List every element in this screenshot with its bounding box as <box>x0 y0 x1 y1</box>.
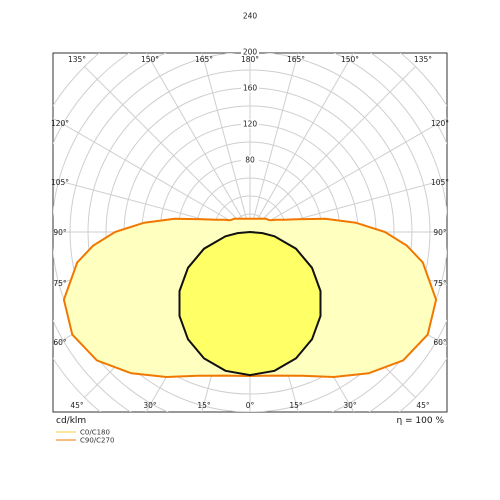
radial-tick-label: 80 <box>245 156 255 165</box>
radial-tick-labels: 80 120 160 200 240 <box>241 11 259 165</box>
legend-label-c90-c270: C90/C270 <box>80 437 114 445</box>
angle-tick-label: 30° <box>143 401 157 410</box>
angle-tick-label: 150° <box>341 55 359 64</box>
grid-spoke <box>201 53 251 233</box>
radial-tick-label-bg <box>241 155 259 165</box>
angle-tick-label: 75° <box>53 279 67 288</box>
radial-tick-label-bg <box>241 47 259 57</box>
series-c0-c180-area <box>179 232 321 376</box>
angle-tick-label: 45° <box>70 401 84 410</box>
angle-tick-label: 120° <box>51 119 69 128</box>
radial-tick-label-bg <box>241 119 259 129</box>
angle-tick-label: 105° <box>51 178 69 187</box>
angle-tick-label: 60° <box>433 338 447 347</box>
legend-label-c0-c180: C0/C180 <box>80 429 110 437</box>
series-c90-c270-line <box>62 217 438 379</box>
radial-tick-label-bg <box>241 11 259 21</box>
efficiency-label: η = 100 % <box>396 416 444 426</box>
grid-spoke <box>53 117 251 233</box>
grid-spoke <box>84 66 251 233</box>
angle-tick-label: 165° <box>195 55 213 64</box>
grid-spoke <box>249 53 354 233</box>
angle-tick-label: 135° <box>414 55 432 64</box>
angle-tick-label: 45° <box>416 401 430 410</box>
radial-tick-label: 240 <box>243 12 258 21</box>
unit-label: cd/klm <box>56 416 86 426</box>
angle-tick-label: 135° <box>68 55 86 64</box>
grid-spoke <box>249 66 416 233</box>
radial-tick-label: 120 <box>243 120 258 129</box>
angle-tick-label: 150° <box>141 55 159 64</box>
angle-tick-label: 105° <box>431 178 449 187</box>
angle-tick-labels: 135° 150° 165° 180° 165° 150° 135° 120° 120° 105°… <box>51 55 449 410</box>
angle-tick-label: 75° <box>433 279 447 288</box>
angle-tick-label: 90° <box>433 228 447 237</box>
radial-tick-label: 160 <box>243 84 258 93</box>
radial-tick-label: 200 <box>243 48 258 57</box>
angle-tick-label: 180° <box>241 55 259 64</box>
angle-tick-label: 90° <box>53 228 67 237</box>
angle-tick-label: 15° <box>289 401 303 410</box>
angle-tick-label: 0° <box>246 401 255 410</box>
series-layer <box>62 217 438 379</box>
grid-spoke <box>249 53 299 233</box>
angle-tick-label: 30° <box>343 401 357 410</box>
angle-tick-label: 165° <box>287 55 305 64</box>
legend: C0/C180 C90/C270 <box>56 429 114 445</box>
angle-tick-label: 60° <box>53 338 67 347</box>
series-c0-c180-outline <box>178 230 322 377</box>
angle-tick-label: 120° <box>431 119 449 128</box>
radial-tick-label-bg <box>241 83 259 93</box>
angle-tick-label: 15° <box>197 401 211 410</box>
grid-spoke <box>146 53 251 233</box>
grid-spoke <box>249 117 447 233</box>
